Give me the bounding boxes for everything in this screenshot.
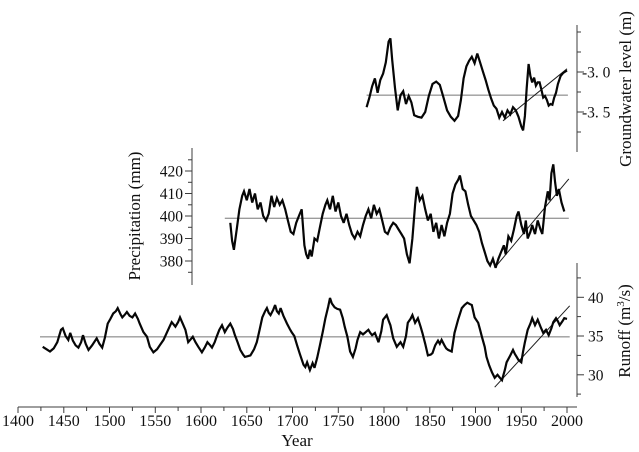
- x-tick-label: 1700: [277, 413, 309, 430]
- x-axis: 1400 1450 1500 1550 1600 1650 1700 1750 1800 1850…: [2, 406, 583, 450]
- x-tick-label: 2000: [551, 413, 583, 430]
- groundwater-tick-label: -3. 0: [582, 65, 611, 82]
- precipitation-tick-label: 420: [160, 164, 184, 181]
- runoff-tick-label: 40: [588, 290, 604, 307]
- groundwater-plot: -3. 0 -3. 5 Groundwater level (m): [365, 11, 635, 167]
- precipitation-tick-label: 400: [160, 209, 184, 226]
- groundwater-axis-title: Groundwater level (m): [616, 11, 635, 167]
- x-tick-label: 1550: [139, 413, 171, 430]
- precipitation-tick-label: 390: [160, 231, 184, 248]
- x-tick-label: 1600: [185, 413, 217, 430]
- x-tick-label: 1850: [414, 413, 446, 430]
- x-tick-label: 1900: [460, 413, 492, 430]
- x-tick-label: 1500: [94, 413, 126, 430]
- precipitation-tick-label: 380: [160, 254, 184, 271]
- groundwater-trend-line: [502, 68, 568, 122]
- precipitation-axis-title: Precipitation (mm): [125, 152, 144, 281]
- x-tick-label: 1450: [48, 413, 80, 430]
- x-axis-title: Year: [281, 431, 313, 450]
- x-tick-label: 1650: [231, 413, 263, 430]
- groundwater-series-line: [365, 37, 568, 131]
- runoff-tick-label: 35: [588, 329, 604, 346]
- runoff-plot: 40 35 30 Runoff (m3/s): [40, 263, 634, 397]
- precipitation-tick-label: 410: [160, 186, 184, 203]
- x-tick-label: 1950: [505, 413, 537, 430]
- precipitation-plot: 420 410 400 390 380 Precipitation (mm): [125, 148, 570, 285]
- x-tick-label: 1750: [322, 413, 354, 430]
- x-tick-label: 1800: [368, 413, 400, 430]
- runoff-axis-title: Runoff (m3/s): [615, 284, 634, 378]
- precipitation-series-line: [229, 164, 566, 269]
- runoff-series-line: [42, 297, 568, 383]
- x-tick-label: 1400: [2, 413, 34, 430]
- groundwater-tick-label: -3. 5: [582, 105, 611, 122]
- runoff-tick-label: 30: [588, 367, 604, 384]
